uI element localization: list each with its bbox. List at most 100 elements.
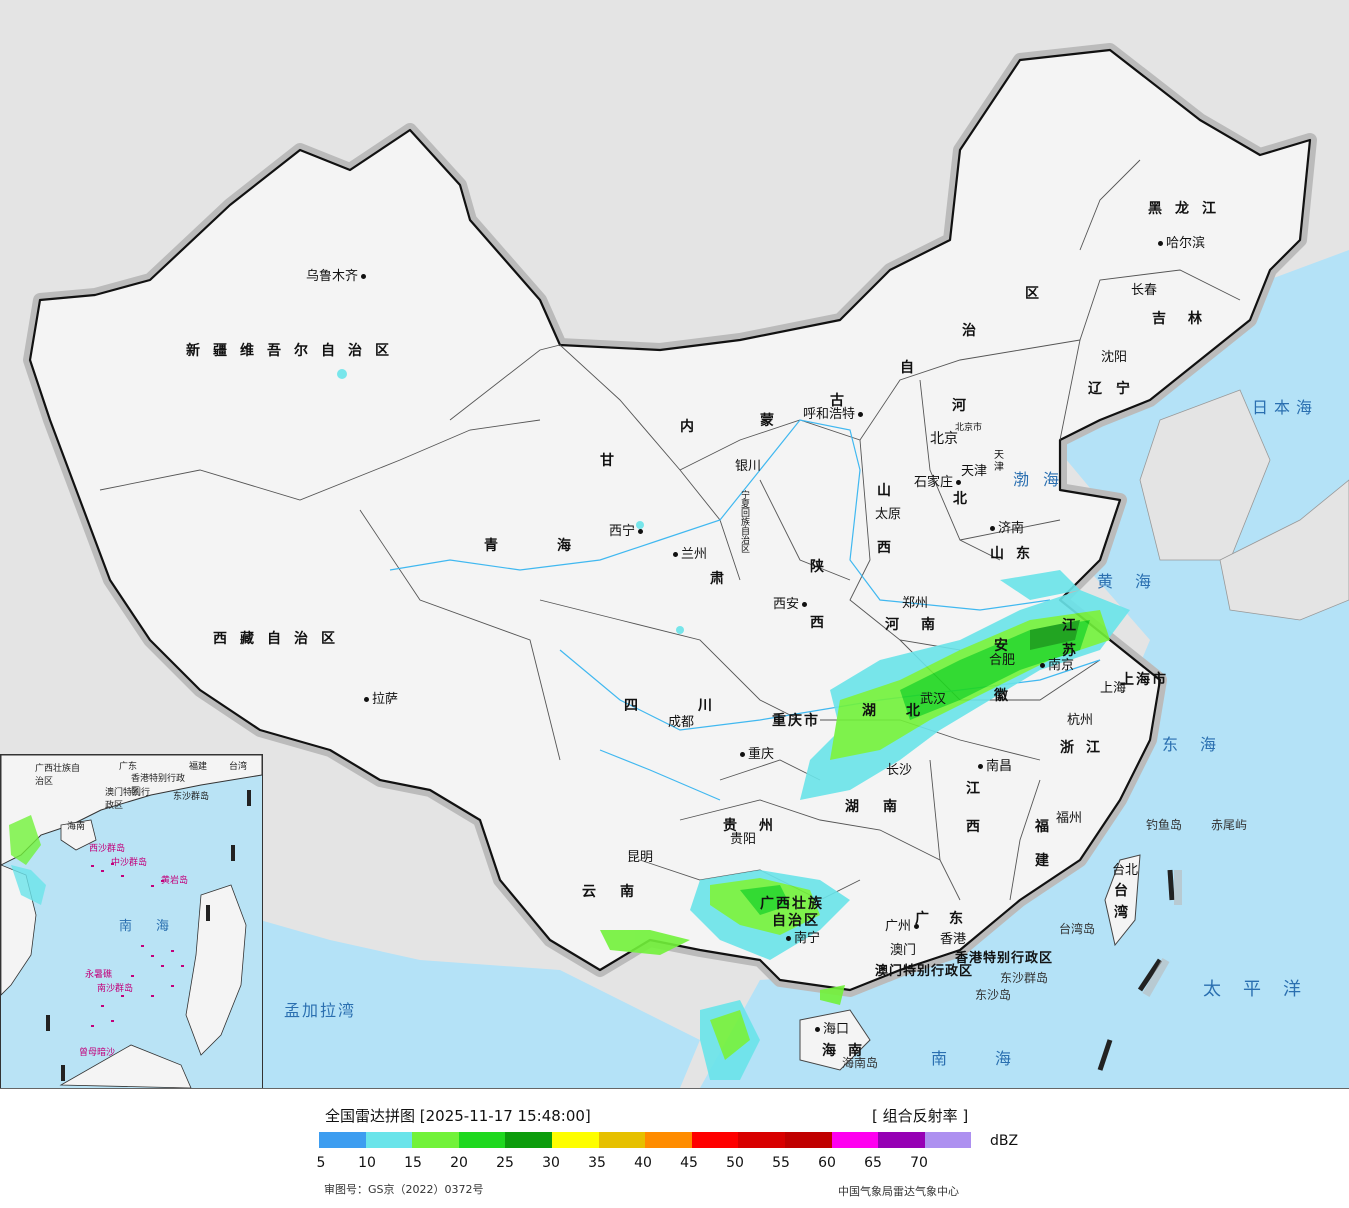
province-label-jiangsu-a: 江 xyxy=(1062,618,1089,634)
legend-unit: dBZ xyxy=(990,1133,1019,1149)
city-taiyuan: 太原 xyxy=(875,507,902,522)
province-label-qinghai-a: 青 xyxy=(484,538,511,554)
city-macau: 澳门 xyxy=(890,943,917,958)
province-label-zhejiang: 浙江 xyxy=(1060,740,1112,756)
legend-tick-label: 55 xyxy=(772,1155,790,1171)
legend-swatch xyxy=(551,1132,599,1148)
legend-tick-label: 30 xyxy=(542,1155,560,1171)
inset-label-sea: 南海 xyxy=(119,919,194,934)
city-nanchang: 南昌 xyxy=(978,760,1012,774)
city-chengdu: 成都 xyxy=(668,715,695,730)
city-hefei: 合肥 xyxy=(989,653,1016,668)
city-zhengzhou: 郑州 xyxy=(902,596,929,611)
legend-tick-label: 65 xyxy=(864,1155,882,1171)
province-label-guizhou: 贵州 xyxy=(723,818,795,834)
province-label-neimenggu-e: 治 xyxy=(962,323,989,339)
inset-label-guangxi: 广西壮族自治区 xyxy=(35,764,81,787)
inset-label-zhongsha: 中沙群岛 xyxy=(111,858,148,868)
city-shanghai: 上海 xyxy=(1100,681,1127,696)
legend-swatch xyxy=(784,1132,832,1148)
data-source: 中国气象局雷达气象中心 xyxy=(838,1185,959,1198)
province-label-guangdong: 广东 xyxy=(915,911,983,927)
legend-swatch xyxy=(319,1132,366,1148)
island-label-diaoyu: 钓鱼岛 xyxy=(1146,818,1183,832)
inset-label-taiwan: 台湾 xyxy=(229,762,248,772)
province-label-yunnan: 云南 xyxy=(582,884,658,900)
province-label-henan: 河南 xyxy=(885,617,957,633)
inset-label-hk: 香港特别行政区 xyxy=(131,774,186,797)
province-label-chongqing: 重庆市 xyxy=(772,713,820,729)
city-lanzhou: 兰州 xyxy=(673,548,707,562)
legend-swatch xyxy=(458,1132,506,1148)
province-label-gansu-b: 肃 xyxy=(710,571,737,587)
sea-label-riben-hai: 日本海 xyxy=(1252,398,1319,417)
province-label-guangxi-b: 自治区 xyxy=(772,913,820,929)
legend-swatch xyxy=(412,1132,459,1148)
city-hangzhou: 杭州 xyxy=(1067,713,1094,728)
province-label-sichuan: 四川 xyxy=(624,698,772,714)
legend-swatch xyxy=(598,1132,646,1148)
city-lhasa: 拉萨 xyxy=(364,693,398,707)
inset-label-zengmu: 曾母暗沙 xyxy=(79,1048,116,1058)
province-label-taiwan-a: 台 xyxy=(1114,883,1141,899)
province-label-hebei-a: 河 xyxy=(952,398,979,414)
province-label-jiangsu-b: 苏 xyxy=(1062,643,1089,659)
province-label-anhui-b: 徽 xyxy=(994,688,1021,704)
legend-tick-label: 20 xyxy=(450,1155,468,1171)
city-haikou: 海口 xyxy=(815,1023,849,1037)
legend-tick-label: 60 xyxy=(818,1155,836,1171)
province-label-shandong: 山东 xyxy=(990,546,1042,562)
island-label-dongsha-qundao: 东沙群岛 xyxy=(1000,971,1049,985)
legend-tick-label: 25 xyxy=(496,1155,514,1171)
product-name: [ 组合反射率 ] xyxy=(872,1107,969,1125)
city-guiyang: 贵阳 xyxy=(730,832,757,847)
legend-tick-label: 35 xyxy=(588,1155,606,1171)
city-nanning: 南宁 xyxy=(786,932,820,946)
legend-swatch xyxy=(924,1132,972,1148)
province-label-hubei: 湖北 xyxy=(862,703,950,719)
legend-tick-label: 70 xyxy=(910,1155,928,1171)
province-label-neimenggu-d: 自 xyxy=(900,360,927,376)
city-changchun: 长春 xyxy=(1131,283,1158,298)
province-label-shanxi-b: 西 xyxy=(877,540,904,556)
city-xining: 西宁 xyxy=(609,525,643,539)
radar-map: 新疆维吾尔自治区 西藏自治区 青 海 甘 肃 内 蒙 古 自 治 区 黑龙江 吉… xyxy=(0,0,1349,1089)
province-label-neimenggu-a: 内 xyxy=(680,419,707,435)
legend-swatch xyxy=(505,1132,552,1148)
province-label-guangxi-a: 广西壮族 xyxy=(760,896,824,912)
province-label-shaanxi-a: 陕 xyxy=(810,559,837,575)
city-hohhot: 呼和浩特 xyxy=(803,408,863,422)
province-label-hebei-b: 北 xyxy=(953,491,980,507)
province-label-gansu-a: 甘 xyxy=(600,453,627,469)
province-label-hainan: 海南 xyxy=(822,1043,874,1059)
color-scale xyxy=(319,1132,972,1148)
inset-label-fujian: 福建 xyxy=(189,762,208,772)
island-label-dongsha-dao: 东沙岛 xyxy=(975,988,1012,1002)
legend-swatch xyxy=(831,1132,879,1148)
city-urumqi: 乌鲁木齐 xyxy=(306,270,366,284)
province-label-xizang: 西藏自治区 xyxy=(213,631,348,647)
south-china-sea-inset: 广西壮族自治区 广东 福建 台湾 香港特别行政区 澳门特别行政区 东沙群岛 海南… xyxy=(0,754,263,1088)
city-shenyang: 沈阳 xyxy=(1101,350,1128,365)
city-yinchuan: 银川 xyxy=(735,459,762,474)
legend-tick-label: 15 xyxy=(404,1155,422,1171)
province-label-xinjiang: 新疆维吾尔自治区 xyxy=(186,343,402,359)
island-label-chiwei: 赤尾屿 xyxy=(1211,818,1248,832)
province-label-ningxia: 宁夏回族自治区 xyxy=(739,490,749,553)
inset-label-guangdong: 广东 xyxy=(119,762,138,772)
province-label-hongkong: 香港特别行政区 xyxy=(955,951,1054,966)
legend-swatch xyxy=(691,1132,739,1148)
province-label-neimenggu-c: 古 xyxy=(830,393,857,409)
province-label-shanghai: 上海市 xyxy=(1120,672,1168,688)
city-tianjin: 天津 xyxy=(961,464,988,479)
city-wuhan: 武汉 xyxy=(920,692,947,707)
province-label-jiangxi-b: 西 xyxy=(966,819,993,835)
inset-label-macau: 澳门特别行政区 xyxy=(105,788,151,811)
province-label-shanxi-a: 山 xyxy=(877,483,904,499)
inset-canvas xyxy=(1,755,262,1088)
legend-tick-label: 40 xyxy=(634,1155,652,1171)
sea-label-donghai: 东海 xyxy=(1162,735,1239,754)
province-label-macau: 澳门特别行政区 xyxy=(875,964,974,979)
city-nanjing: 南京 xyxy=(1040,659,1074,673)
province-label-taiwan-b: 湾 xyxy=(1114,905,1141,921)
